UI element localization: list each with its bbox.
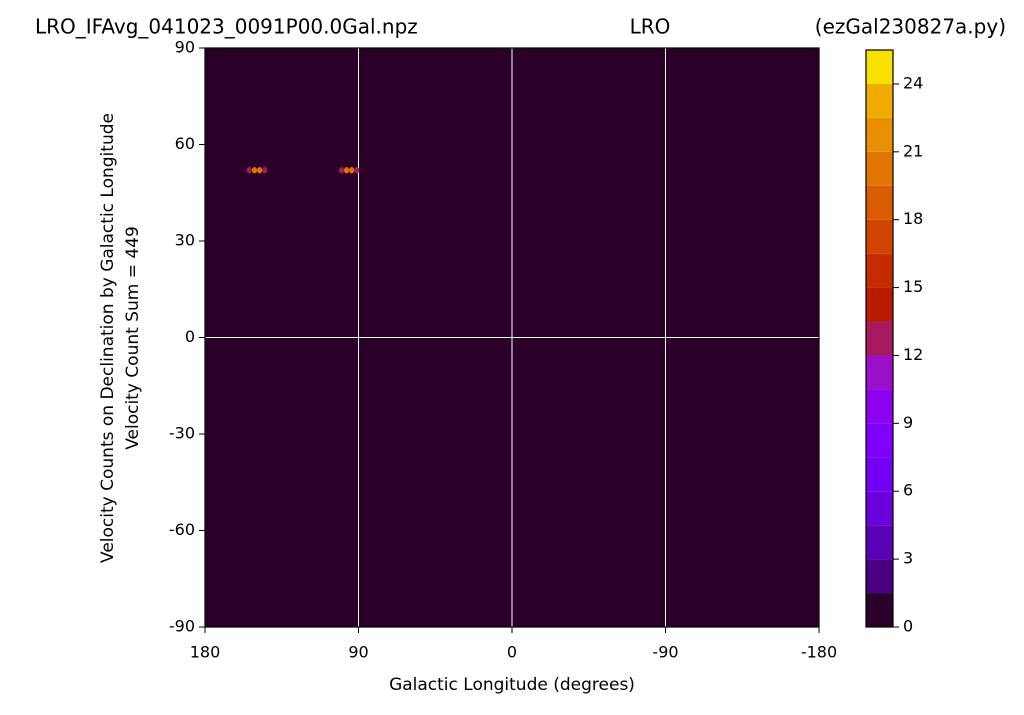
x-tick-label: -90 <box>652 643 678 662</box>
y-tick-label: 30 <box>175 231 195 250</box>
colorbar-tick-label: 6 <box>903 481 913 500</box>
colorbar-band <box>866 559 893 594</box>
colorbar-band <box>866 50 893 84</box>
colorbar-band <box>866 423 893 458</box>
heat-cell <box>257 167 263 174</box>
y-tick-label: -30 <box>169 424 195 443</box>
colorbar-tick-label: 0 <box>903 617 913 636</box>
heat-cell <box>344 167 350 174</box>
colorbar-tick-label: 12 <box>903 345 923 364</box>
x-tick-label: 0 <box>507 643 517 662</box>
colorbar-band <box>866 151 893 186</box>
y-tick-label: 0 <box>185 327 195 346</box>
x-tick-label: 90 <box>348 643 368 662</box>
heat-cell <box>338 167 345 174</box>
y-axis-label: Velocity Count Sum = 449 <box>123 226 143 450</box>
colorbar-band <box>866 593 893 627</box>
colorbar-band <box>866 457 893 492</box>
colorbar-band <box>866 117 893 152</box>
heat-cell <box>246 167 252 174</box>
title-center: LRO <box>630 15 671 39</box>
title-right: (ezGal230827a.py) <box>815 15 1006 39</box>
colorbar-band <box>866 389 893 424</box>
colorbar-band <box>866 185 893 220</box>
colorbar-band <box>866 287 893 322</box>
colorbar-tick-label: 15 <box>903 277 923 296</box>
x-axis-label: Galactic Longitude (degrees) <box>389 675 635 695</box>
colorbar-band <box>866 525 893 560</box>
colorbar-band <box>866 355 893 390</box>
y-tick-label: -60 <box>169 520 195 539</box>
colorbar-band <box>866 253 893 288</box>
colorbar-band <box>866 219 893 254</box>
heat-cell <box>262 167 268 174</box>
colorbar-tick-label: 18 <box>903 209 923 228</box>
y-tick-label: 60 <box>175 134 195 153</box>
title-left: LRO_IFAvg_041023_0091P00.0Gal.npz <box>35 15 418 39</box>
colorbar-tick-label: 21 <box>903 141 923 160</box>
x-tick-label: -180 <box>801 643 837 662</box>
heat-cell <box>251 167 258 174</box>
y-tick-label: -90 <box>169 617 195 636</box>
colorbar-band <box>866 491 893 526</box>
y-axis-label: Velocity Counts on Declination by Galact… <box>98 113 118 563</box>
heat-cell <box>354 167 360 174</box>
colorbar-tick-label: 24 <box>903 73 923 92</box>
colorbar-frame <box>865 49 894 628</box>
colorbar-tick-label: 9 <box>903 413 913 432</box>
colorbar-band <box>866 83 893 118</box>
colorbar-tick-label: 3 <box>903 549 913 568</box>
colorbar-band <box>866 321 893 356</box>
x-tick-label: 180 <box>190 643 221 662</box>
y-tick-label: 90 <box>175 38 195 57</box>
heat-cell <box>349 167 355 174</box>
